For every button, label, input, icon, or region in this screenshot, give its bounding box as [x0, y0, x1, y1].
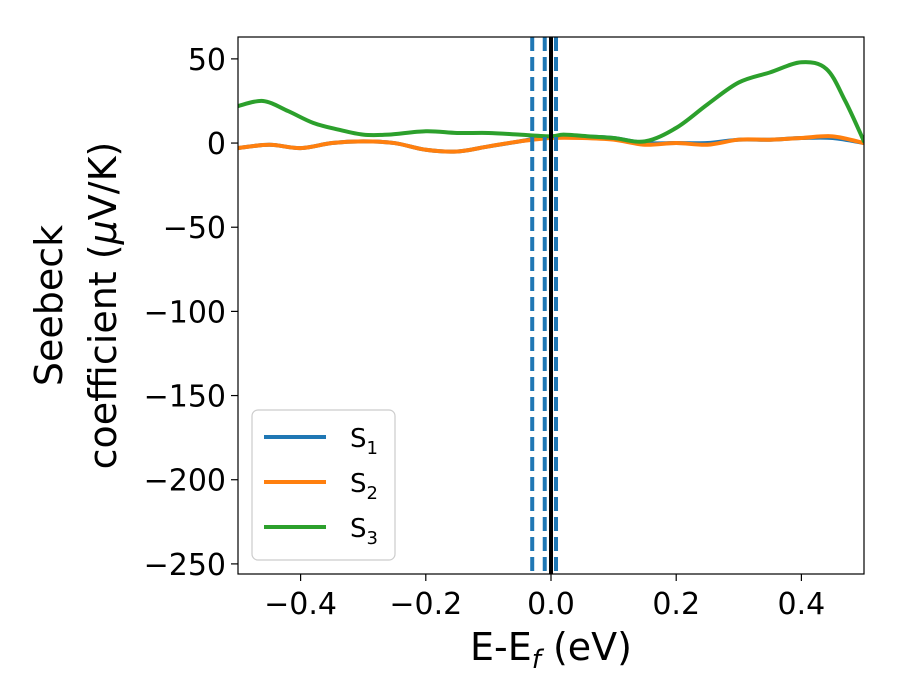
legend-box [251, 409, 396, 561]
y-tick-label: 0 [207, 127, 226, 162]
legend-label-s1: S1 [350, 424, 378, 459]
x-tick-label: 0.2 [652, 587, 700, 622]
x-tick-label: 0.4 [778, 587, 826, 622]
x-tick-label: −0.4 [264, 587, 337, 622]
x-axis-title: E-Ef (eV) [470, 625, 632, 675]
y-tick-label: −250 [144, 548, 226, 583]
legend-label-s3: S3 [350, 514, 378, 549]
y-tick-label: 50 [188, 43, 226, 78]
y-axis-title: Seebeck coefficient (μV/K) [27, 142, 125, 470]
y-axis-title-line2: coefficient (μV/K) [81, 142, 125, 470]
y-axis-title-line1: Seebeck [27, 225, 71, 386]
legend-label-s2: S2 [350, 469, 378, 504]
series-line-s3 [238, 60, 864, 144]
y-tick-label: −150 [144, 380, 226, 415]
y-tick-label: −100 [144, 295, 226, 330]
y-tick-label: −200 [144, 464, 226, 499]
y-tick-label: −50 [163, 211, 226, 246]
x-tick-label: −0.2 [389, 587, 462, 622]
plot-area [238, 37, 864, 574]
legend: S1 S2 S3 [251, 409, 396, 561]
x-tick-label: 0.0 [527, 587, 575, 622]
